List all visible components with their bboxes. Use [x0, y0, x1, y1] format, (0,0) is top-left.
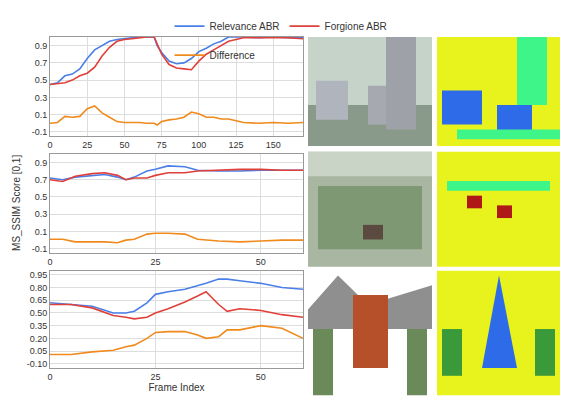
svg-text:Difference: Difference	[210, 50, 256, 61]
svg-text:0.95: 0.95	[30, 270, 48, 280]
svg-text:100: 100	[191, 140, 206, 150]
svg-text:0.5: 0.5	[35, 75, 48, 85]
svg-text:50: 50	[119, 140, 129, 150]
svg-text:0.20: 0.20	[30, 334, 48, 344]
svg-text:25: 25	[150, 257, 160, 267]
svg-text:125: 125	[229, 140, 244, 150]
svg-text:150: 150	[266, 140, 281, 150]
svg-text:0.7: 0.7	[35, 175, 48, 185]
svg-text:25: 25	[150, 372, 160, 382]
svg-text:75: 75	[157, 140, 167, 150]
svg-text:MS_SSIM Score [0,1]: MS_SSIM Score [0,1]	[11, 155, 22, 251]
svg-text:0: 0	[47, 140, 52, 150]
svg-text:0.50: 0.50	[30, 308, 48, 318]
svg-text:0.3: 0.3	[35, 209, 48, 219]
svg-text:0.1: 0.1	[35, 110, 48, 120]
svg-text:0: 0	[47, 257, 52, 267]
svg-text:Forgione ABR: Forgione ABR	[325, 21, 387, 32]
svg-text:50: 50	[256, 257, 266, 267]
svg-text:0: 0	[47, 372, 52, 382]
svg-text:Relevance ABR: Relevance ABR	[210, 21, 280, 32]
svg-text:-0.1: -0.1	[32, 244, 48, 254]
svg-text:0.9: 0.9	[35, 41, 48, 51]
svg-text:-0.10: -0.10	[27, 359, 48, 369]
svg-text:Frame Index: Frame Index	[148, 382, 204, 393]
svg-text:-0.1: -0.1	[32, 127, 48, 137]
svg-text:0.80: 0.80	[30, 283, 48, 293]
svg-text:0.35: 0.35	[30, 321, 48, 331]
svg-text:0.05: 0.05	[30, 346, 48, 356]
svg-text:0.9: 0.9	[35, 158, 48, 168]
svg-text:50: 50	[256, 372, 266, 382]
svg-text:0.3: 0.3	[35, 93, 48, 103]
svg-text:0.7: 0.7	[35, 58, 48, 68]
svg-text:25: 25	[82, 140, 92, 150]
svg-text:0.65: 0.65	[30, 295, 48, 305]
svg-text:0.1: 0.1	[35, 227, 48, 237]
svg-text:0.5: 0.5	[35, 192, 48, 202]
